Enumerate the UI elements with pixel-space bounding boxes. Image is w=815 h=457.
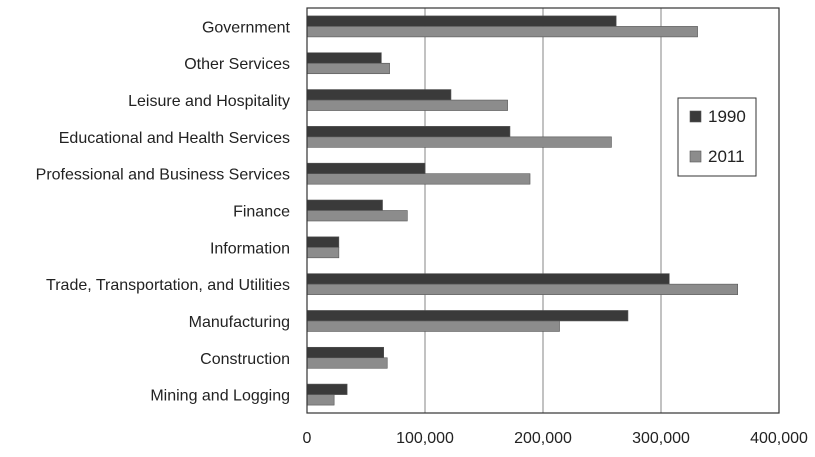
bar-1990 <box>306 162 426 174</box>
category-label: Trade, Transportation, and Utilities <box>46 277 290 294</box>
category-label: Construction <box>200 351 290 368</box>
bar-1990 <box>306 199 383 211</box>
x-tick-label: 300,000 <box>632 430 690 447</box>
category-label: Manufacturing <box>189 314 290 331</box>
legend-swatch-1990 <box>689 110 702 123</box>
bar-1990 <box>306 273 670 285</box>
legend-label-1990: 1990 <box>708 107 746 126</box>
bar-2011 <box>306 26 698 38</box>
category-labels: Government Other Services Leisure and Hosp… <box>36 19 291 404</box>
x-tick-label: 200,000 <box>514 430 572 447</box>
category-label: Mining and Logging <box>150 388 290 405</box>
legend: 1990 2011 <box>677 97 757 177</box>
bar-2011 <box>306 283 739 295</box>
category-label: Leisure and Hospitality <box>128 93 290 110</box>
bar-2011 <box>306 210 408 222</box>
category-label: Information <box>210 240 290 257</box>
category-label: Other Services <box>184 56 290 73</box>
bar-2011 <box>306 62 390 75</box>
bar-1990 <box>306 383 348 395</box>
category-label: Finance <box>233 204 290 221</box>
bar-2011 <box>306 320 560 332</box>
plot-area-frame <box>306 7 780 414</box>
category-label: Professional and Business Services <box>36 167 290 184</box>
gridlines <box>424 8 662 413</box>
bars <box>306 15 739 406</box>
bar-2011 <box>306 357 388 369</box>
x-tick-label: 400,000 <box>750 430 808 447</box>
legend-swatch-2011 <box>689 150 702 163</box>
bar-1990 <box>306 346 384 359</box>
x-tick-label: 0 <box>303 430 312 447</box>
bar-1990 <box>306 310 629 322</box>
bar-2011 <box>306 99 508 111</box>
bar-2011 <box>306 247 340 259</box>
bar-2011 <box>306 136 612 148</box>
bar-1990 <box>306 89 452 101</box>
legend-label-2011: 2011 <box>708 147 745 166</box>
category-label: Government <box>202 19 291 36</box>
x-tick-labels: 0 100,000 200,000 300,000 400,000 <box>303 430 808 447</box>
bar-1990 <box>306 126 511 138</box>
category-label: Educational and Health Services <box>59 130 290 147</box>
bar-1990 <box>306 52 382 64</box>
bar-1990 <box>306 15 617 27</box>
bar-1990 <box>306 236 340 248</box>
bar-2011 <box>306 173 531 185</box>
x-tick-label: 100,000 <box>396 430 454 447</box>
bar-2011 <box>306 394 335 406</box>
